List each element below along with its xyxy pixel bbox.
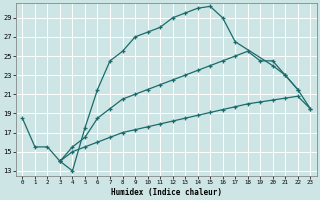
X-axis label: Humidex (Indice chaleur): Humidex (Indice chaleur) — [111, 188, 222, 197]
